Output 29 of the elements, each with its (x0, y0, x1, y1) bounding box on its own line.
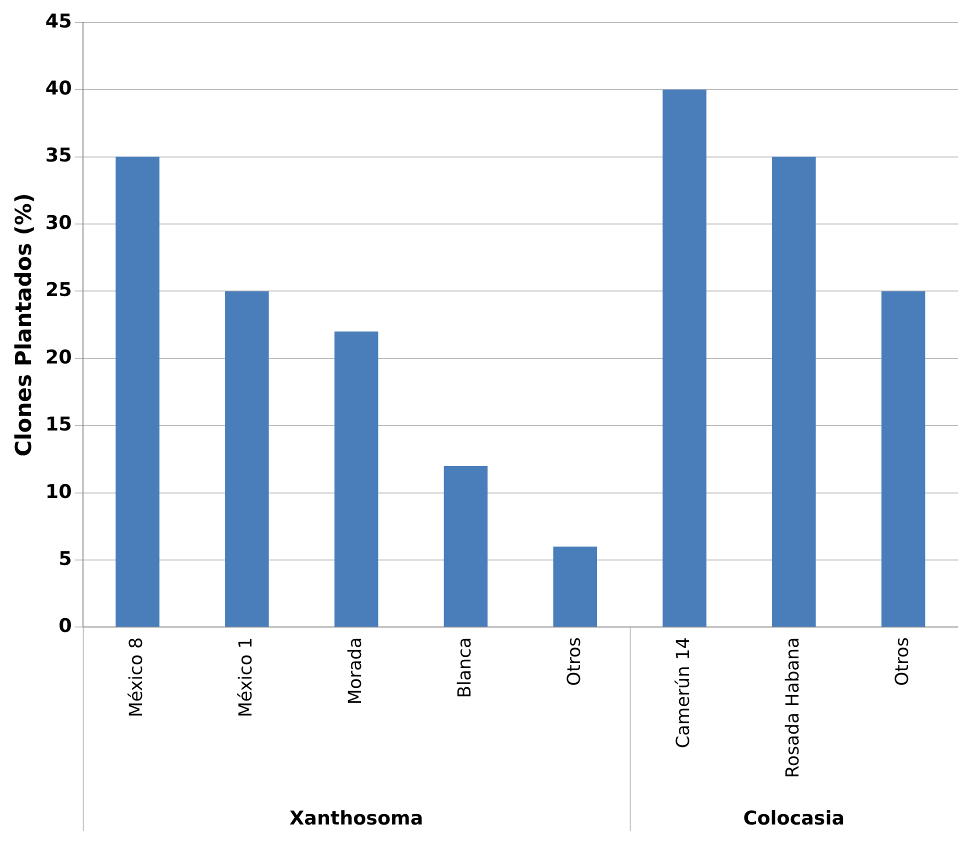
x-tick-label: Rosada Habana (782, 637, 804, 778)
bar (553, 546, 597, 627)
bar (662, 90, 706, 627)
y-tick-label: 35 (45, 144, 72, 167)
x-tick-label: Blanca (454, 637, 476, 698)
y-tick-label: 20 (45, 346, 72, 368)
y-tick-label: 40 (45, 78, 72, 100)
bar (881, 291, 926, 627)
x-tick-label: Morada (345, 637, 366, 705)
y-tick-label: 15 (45, 414, 72, 436)
bar (444, 466, 488, 627)
y-tick-label: 25 (45, 279, 72, 302)
y-tick-label: 5 (58, 548, 72, 570)
bar (225, 291, 269, 627)
y-tick-label: 45 (45, 10, 72, 32)
x-tick-label: Otros (564, 637, 585, 686)
text: Xanthosoma (290, 807, 424, 830)
y-tick-label: 0 (58, 615, 72, 638)
x-tick-label: México 1 (236, 637, 257, 718)
x-tick-label: México 8 (126, 637, 148, 718)
bar (772, 156, 816, 627)
bar (334, 332, 378, 627)
y-tick-label: 30 (45, 212, 72, 234)
text: Colocasia (743, 807, 845, 830)
x-tick-label: Otros (892, 637, 913, 686)
bar (116, 156, 160, 627)
y-tick-label: 10 (45, 480, 72, 503)
x-tick-label: Camerún 14 (673, 637, 694, 748)
y-axis-title: Clones Plantados (%) (12, 193, 37, 457)
